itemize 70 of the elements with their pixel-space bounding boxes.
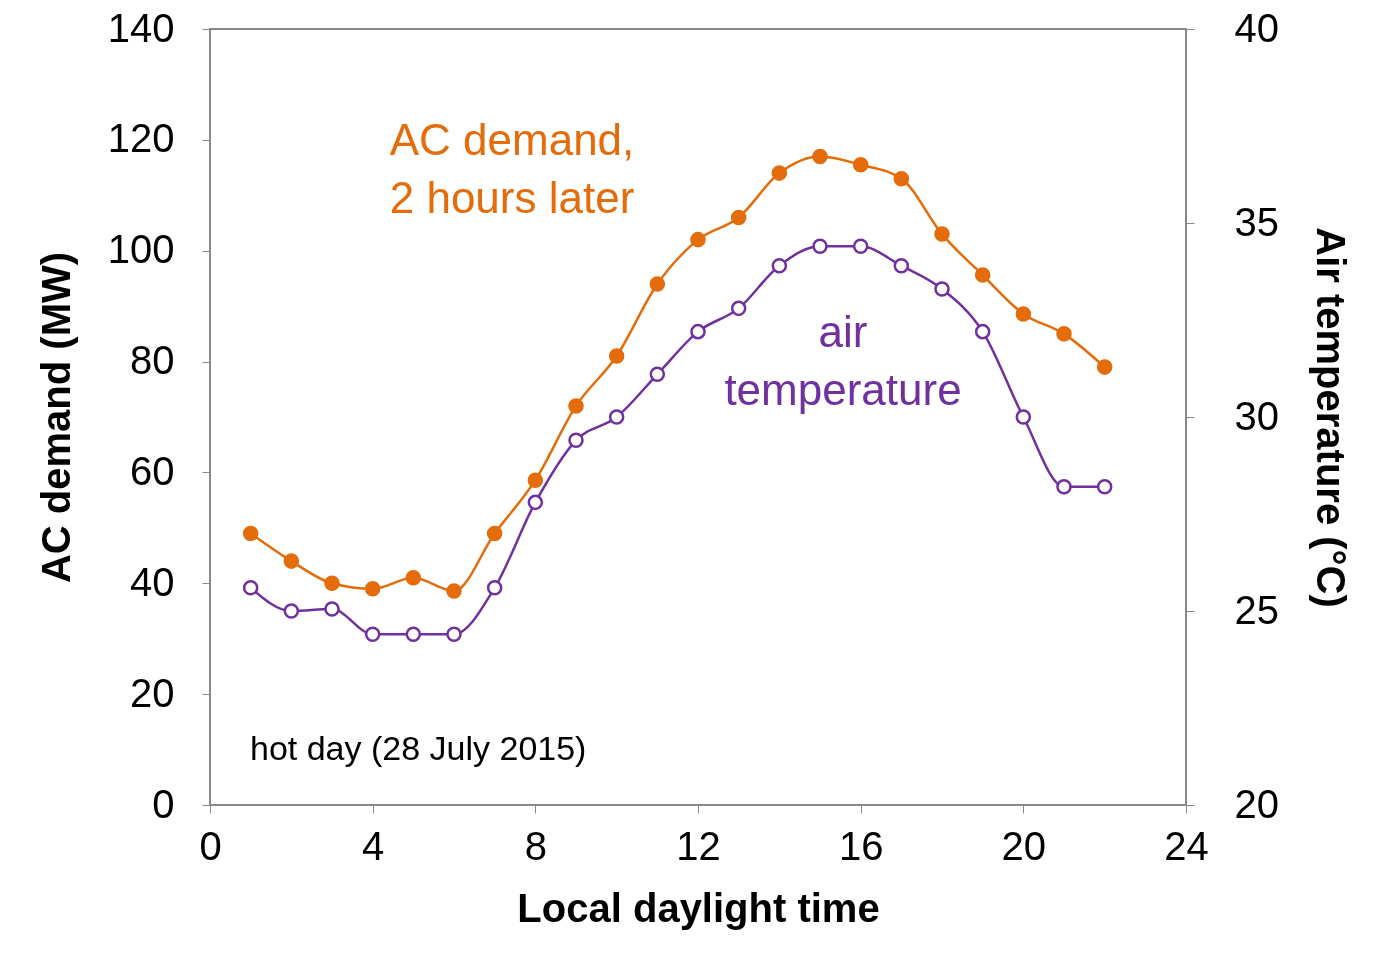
y-tick-label: 40 bbox=[130, 559, 175, 604]
y-tick-label: 80 bbox=[130, 338, 175, 383]
point bbox=[893, 170, 910, 187]
y2-tick-label: 35 bbox=[1234, 199, 1279, 244]
y2-tick-label: 20 bbox=[1234, 781, 1279, 826]
point bbox=[1056, 479, 1072, 495]
point bbox=[324, 601, 340, 617]
point bbox=[812, 148, 828, 165]
point bbox=[568, 398, 584, 414]
point bbox=[649, 366, 666, 383]
point bbox=[974, 323, 991, 340]
point bbox=[1096, 359, 1113, 375]
annotation: hot day (28 July 2015) bbox=[250, 729, 587, 767]
point bbox=[486, 579, 503, 596]
point bbox=[730, 209, 747, 226]
x-tick-label: 20 bbox=[1001, 823, 1047, 868]
x-tick-label: 0 bbox=[199, 823, 222, 868]
point bbox=[1015, 409, 1032, 425]
y-tick-label: 20 bbox=[130, 670, 175, 715]
x-tick-label: 24 bbox=[1164, 823, 1209, 868]
y-axis-title: AC demand (MW) bbox=[33, 251, 78, 584]
y2-tick-label: 40 bbox=[1234, 5, 1279, 50]
point bbox=[934, 226, 950, 242]
point bbox=[771, 257, 788, 274]
point bbox=[974, 267, 991, 283]
point bbox=[405, 569, 422, 586]
x-tick-label: 12 bbox=[676, 823, 721, 868]
y-tick-label: 100 bbox=[107, 227, 175, 272]
point bbox=[364, 581, 381, 597]
y2-tick-label: 25 bbox=[1234, 587, 1279, 632]
y2-tick-label: 30 bbox=[1234, 393, 1279, 438]
point bbox=[771, 165, 788, 181]
x-tick-label: 8 bbox=[524, 823, 547, 868]
point bbox=[364, 626, 381, 643]
point bbox=[1096, 479, 1113, 495]
x-tick-label: 4 bbox=[362, 823, 385, 868]
point bbox=[690, 323, 706, 340]
x-axis-title: Local daylight time bbox=[517, 885, 880, 930]
y-tick-label: 140 bbox=[107, 5, 175, 50]
point bbox=[527, 472, 544, 488]
point bbox=[852, 157, 869, 173]
series-label: air temperature bbox=[724, 307, 962, 414]
point bbox=[852, 238, 869, 255]
series-label: AC demand, 2 hours later bbox=[389, 115, 635, 222]
x-tick-label: 16 bbox=[838, 823, 884, 868]
y-tick-label: 120 bbox=[107, 116, 175, 161]
point bbox=[242, 579, 259, 596]
point bbox=[324, 575, 340, 592]
point bbox=[283, 603, 300, 619]
y-tick-label: 0 bbox=[152, 781, 175, 826]
point bbox=[893, 257, 910, 274]
point bbox=[608, 348, 625, 364]
point bbox=[283, 553, 300, 569]
point bbox=[934, 281, 950, 297]
point bbox=[649, 276, 666, 292]
point bbox=[1056, 326, 1072, 342]
point bbox=[527, 494, 544, 511]
point bbox=[608, 409, 625, 425]
point bbox=[690, 231, 706, 248]
y-tick-label: 60 bbox=[130, 448, 175, 493]
y2-axis-title: Air temperature (°C) bbox=[1308, 227, 1353, 608]
point bbox=[446, 626, 462, 643]
point bbox=[405, 626, 422, 643]
point bbox=[446, 583, 462, 599]
point bbox=[1015, 306, 1032, 322]
point bbox=[486, 525, 503, 542]
point bbox=[730, 300, 747, 317]
point bbox=[812, 238, 828, 255]
point bbox=[568, 432, 584, 449]
point bbox=[242, 525, 259, 542]
